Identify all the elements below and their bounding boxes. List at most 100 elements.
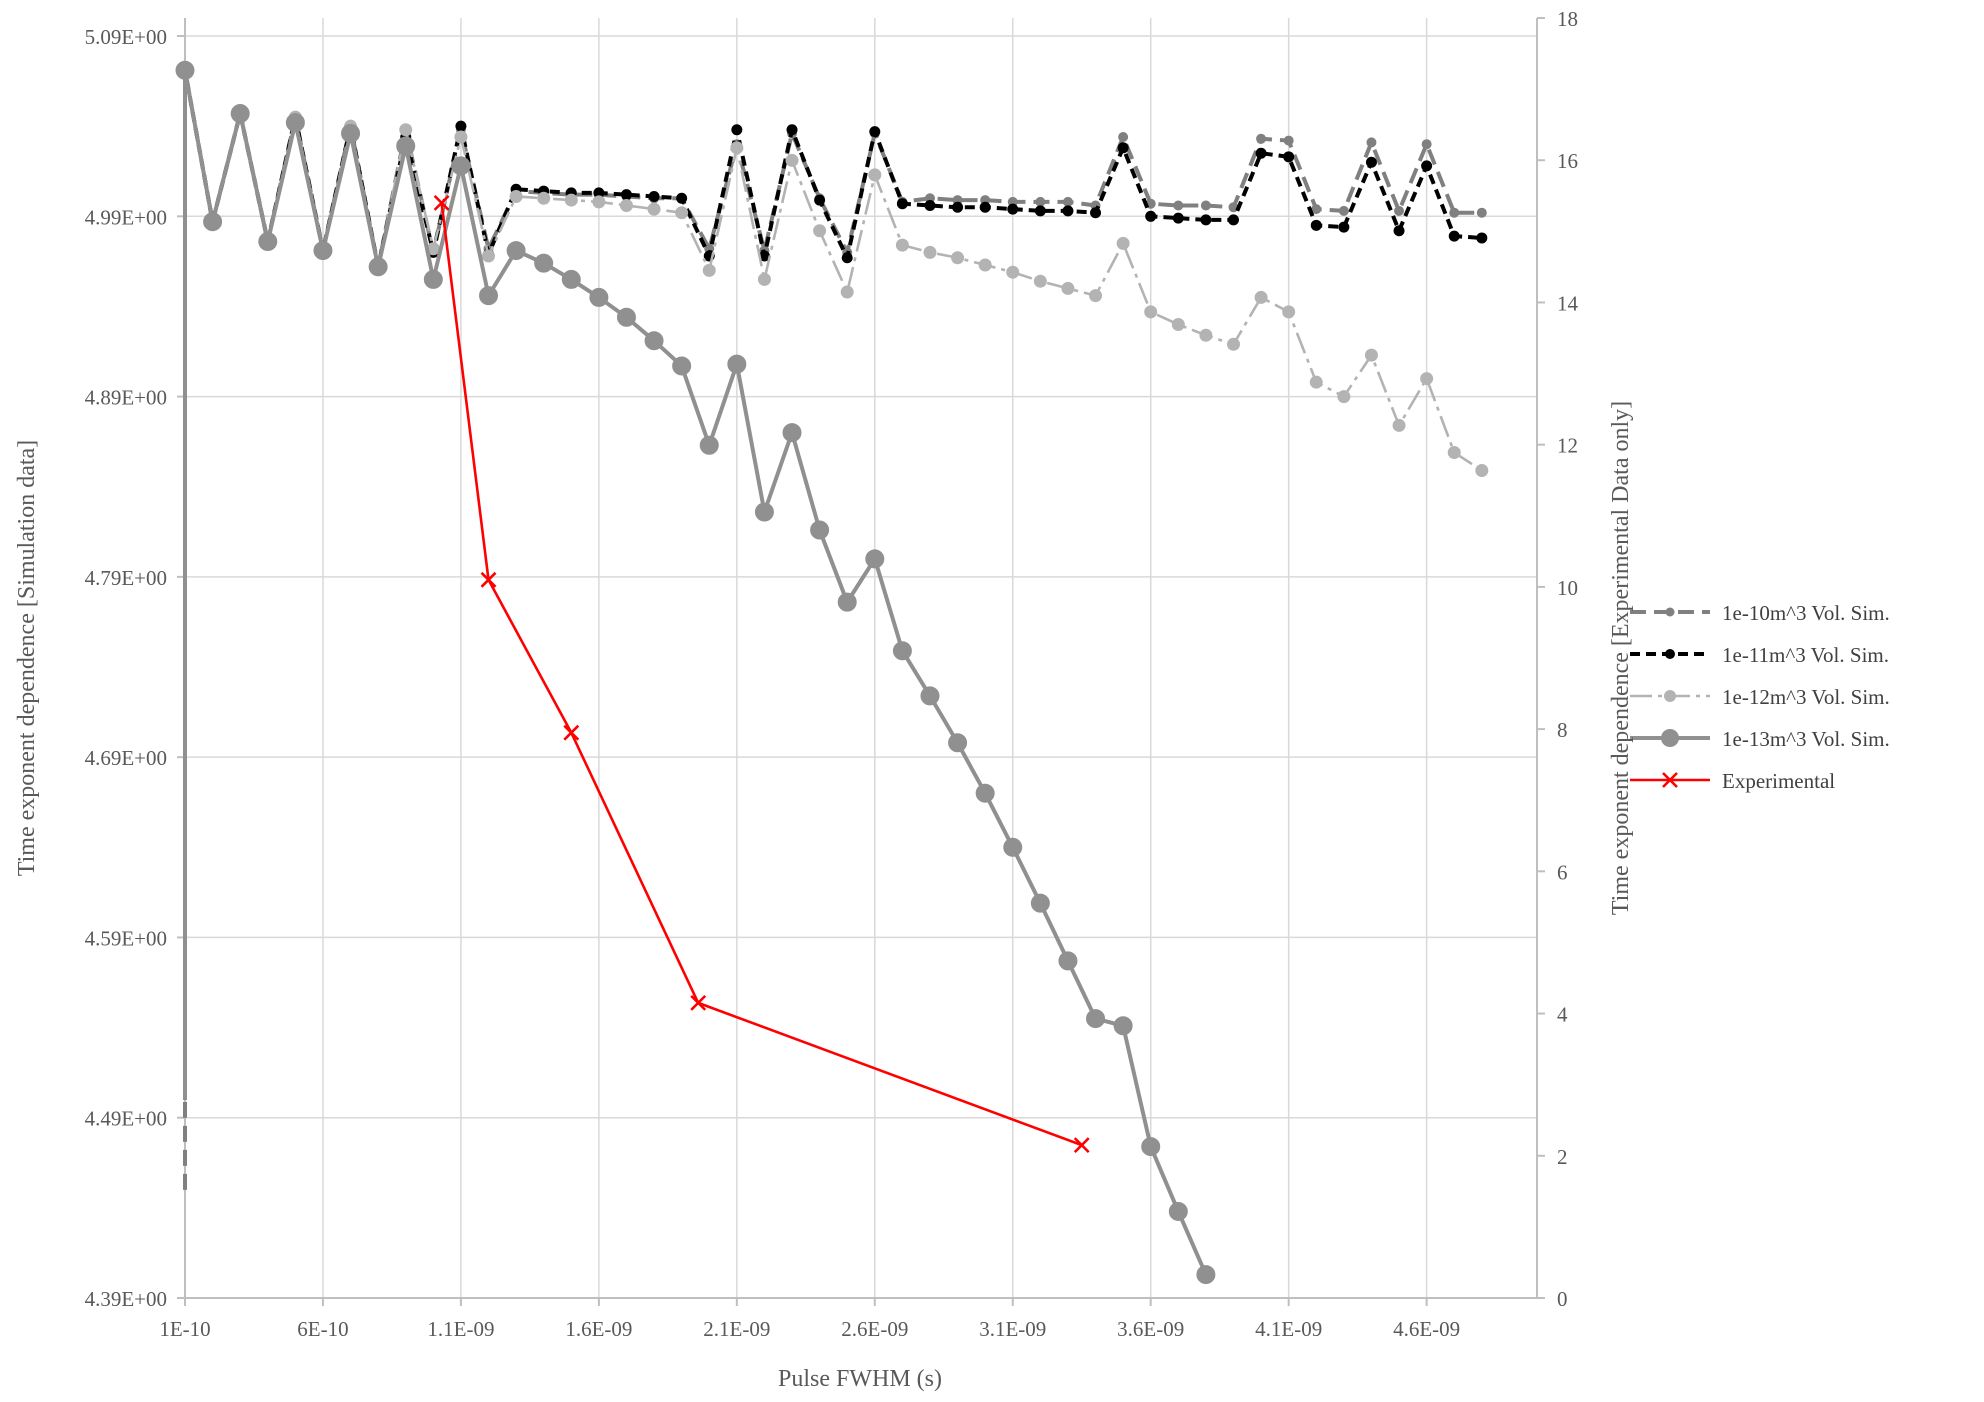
series-line [183,68,1482,1190]
y2-axis-title: Time exponent dependence [Experimental D… [1608,401,1634,915]
tick-labels: 1E-10 6E-10 1.1E-09 1.6E-09 2.1E-09 2.6E-09 3.… [85,7,1579,1341]
data-point [924,199,936,211]
data-point [1034,205,1046,217]
data-point [1226,337,1240,351]
data-point [1073,1137,1090,1154]
data-point [786,124,798,136]
data-point [840,285,854,299]
y2-tick-label: 12 [1557,434,1578,458]
data-point [1117,142,1129,154]
data-point [731,124,743,136]
data-point [672,356,692,376]
data-point [1141,1137,1161,1157]
data-point [1475,464,1489,478]
series-line [183,68,1208,1276]
data-point [230,104,250,124]
data-point [564,193,578,207]
data-point [454,130,468,144]
data-point [368,257,388,277]
data-point [813,224,827,238]
x-tick-label: 2.1E-09 [703,1317,770,1341]
series-line [440,202,1083,1147]
legend-entry-4: 1e-13m^3 Vol. Sim. [1630,727,1890,751]
data-point [1199,328,1213,342]
x-tick-label: 6E-10 [297,1317,348,1341]
data-point [1035,196,1046,207]
data-point [619,198,633,212]
legend-label: 1e-13m^3 Vol. Sim. [1722,727,1890,751]
data-point [1447,445,1461,459]
data-point [648,190,660,202]
legend-marker [1665,607,1675,617]
x-tick-label: 1.6E-09 [565,1317,632,1341]
data-point [1310,219,1322,231]
data-point [1309,375,1323,389]
data-point [895,238,909,252]
data-point [396,136,416,156]
data-point [1086,1009,1106,1029]
data-point [1421,160,1433,172]
y-tick-label: 4.49E+00 [85,1107,167,1131]
legend-marker [1665,649,1675,659]
data-point [455,120,467,132]
data-point [616,307,636,327]
data-point [647,202,661,216]
data-point [1476,207,1487,218]
data-point [1173,200,1184,211]
legend-label: 1e-12m^3 Vol. Sim. [1722,685,1890,709]
x-tick-label: 1E-10 [159,1317,210,1341]
data-point [1200,200,1211,211]
x-tick-label: 2.6E-09 [841,1317,908,1341]
legend-entry-2: 1e-11m^3 Vol. Sim. [1630,643,1889,667]
data-point [1172,212,1184,224]
x-tick-label: 4.6E-09 [1393,1317,1460,1341]
y2-tick-label: 8 [1557,718,1568,742]
data-point [730,141,744,155]
data-point [1058,951,1078,971]
legend-marker [1664,690,1676,702]
data-point [1168,1201,1188,1221]
data-point [341,123,361,143]
data-point [1366,137,1377,148]
data-point [1365,156,1377,168]
data-point [1118,131,1129,142]
data-point [979,201,991,213]
data-point [948,733,968,753]
legend-marker [1661,729,1679,747]
legend-label: 1e-10m^3 Vol. Sim. [1722,601,1890,625]
data-point [978,258,992,272]
data-point [754,502,774,522]
y2-tick-label: 14 [1557,291,1579,315]
data-point [676,192,688,204]
data-point [1227,214,1239,226]
data-point [1062,196,1073,207]
y2-tick-label: 18 [1557,7,1578,31]
legend-marker [1662,772,1678,788]
data-point [1030,893,1050,913]
data-point [841,252,853,264]
data-point [1062,205,1074,217]
y2-tick-label: 6 [1557,860,1568,884]
series-group [175,60,1489,1285]
y-tick-label: 4.89E+00 [85,386,167,410]
data-point [1006,265,1020,279]
data-point [433,194,450,211]
x-tick-label: 3.6E-09 [1117,1317,1184,1341]
data-point [1338,221,1350,233]
data-point [975,783,995,803]
data-point [810,520,830,540]
data-point [1394,205,1405,216]
data-point [561,269,581,289]
y2-tick-label: 16 [1557,149,1578,173]
data-point [175,60,195,80]
data-point [814,194,826,206]
data-point [1061,281,1075,295]
data-point [1282,305,1296,319]
data-point [1003,837,1023,857]
data-point [1364,348,1378,362]
data-point [896,198,908,210]
data-point [702,263,716,277]
data-point [563,724,580,741]
data-point [423,269,443,289]
